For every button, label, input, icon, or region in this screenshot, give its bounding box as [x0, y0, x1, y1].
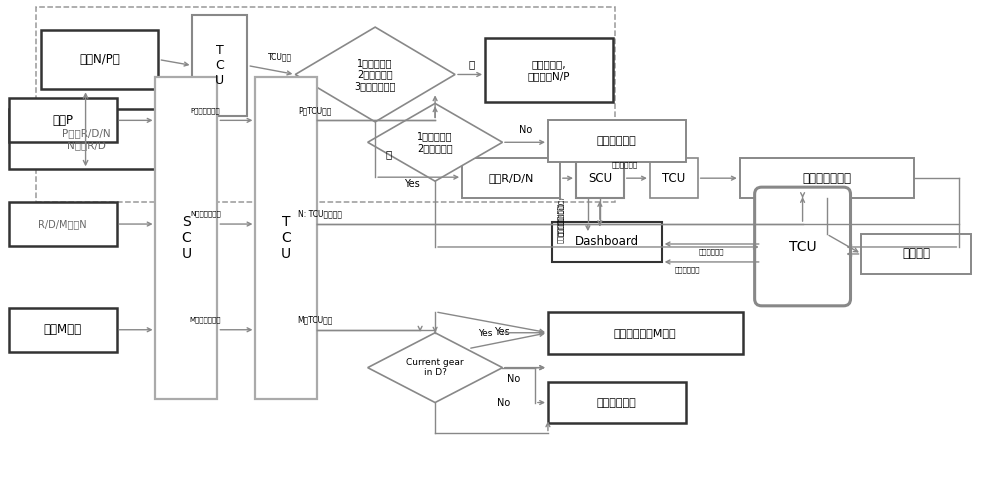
FancyBboxPatch shape [650, 158, 698, 198]
Text: R/D/M挂入N: R/D/M挂入N [38, 219, 87, 229]
Text: P挂入R/D/N
N挂入R/D: P挂入R/D/N N挂入R/D [62, 128, 110, 150]
Text: 变速器不响应: 变速器不响应 [597, 397, 637, 408]
Text: 锁止换挡器,
禁止挂出N/P: 锁止换挡器, 禁止挂出N/P [528, 59, 570, 81]
Polygon shape [295, 27, 455, 122]
Text: SCU: SCU [588, 172, 612, 185]
Text: TCU判断: TCU判断 [268, 52, 292, 61]
Text: N档位请求信号: N档位请求信号 [190, 211, 221, 217]
FancyBboxPatch shape [155, 77, 217, 398]
FancyBboxPatch shape [9, 98, 117, 142]
Text: 挂出N/P档: 挂出N/P档 [79, 53, 120, 66]
FancyBboxPatch shape [485, 38, 613, 103]
FancyBboxPatch shape [192, 15, 247, 116]
FancyBboxPatch shape [548, 312, 743, 354]
Text: 1、车速信号
2、制动信号
3、发动机转速: 1、车速信号 2、制动信号 3、发动机转速 [354, 58, 396, 91]
Text: P档位请求信号: P档位请求信号 [191, 107, 220, 114]
Text: 档位请求信号: 档位请求信号 [612, 161, 638, 167]
FancyBboxPatch shape [9, 109, 163, 169]
Text: 挂入R/D/N: 挂入R/D/N [488, 173, 534, 183]
Text: Yes: Yes [404, 179, 420, 189]
Polygon shape [368, 104, 502, 181]
FancyBboxPatch shape [552, 222, 662, 262]
Text: Yes: Yes [494, 327, 510, 337]
Text: No: No [519, 125, 533, 136]
Text: N: TCU不需判断: N: TCU不需判断 [298, 210, 342, 219]
Text: TCU: TCU [662, 172, 685, 185]
FancyBboxPatch shape [41, 30, 158, 90]
Text: 换挡完成: 换挡完成 [902, 247, 930, 260]
Text: S
C
U: S C U [181, 215, 191, 261]
Text: No: No [497, 397, 510, 408]
FancyBboxPatch shape [861, 234, 971, 274]
Text: 按下M按钮: 按下M按钮 [44, 323, 82, 336]
Text: Yes: Yes [478, 329, 492, 338]
FancyBboxPatch shape [548, 121, 686, 162]
Text: 挂入P: 挂入P [52, 114, 73, 127]
Text: Current gear
in D?: Current gear in D? [406, 358, 464, 378]
FancyBboxPatch shape [462, 158, 560, 198]
Text: T
C
U: T C U [215, 44, 224, 87]
Text: M：TCU判断: M：TCU判断 [298, 315, 333, 324]
Text: No: No [507, 374, 521, 384]
FancyBboxPatch shape [548, 381, 686, 424]
FancyBboxPatch shape [36, 7, 615, 202]
FancyBboxPatch shape [9, 202, 117, 246]
Text: 变速器不响应: 变速器不响应 [597, 136, 637, 146]
Text: P：TCU判断: P：TCU判断 [299, 106, 332, 115]
Text: M档位请求信号: M档位请求信号 [190, 317, 221, 323]
FancyBboxPatch shape [740, 158, 914, 198]
Text: 档位灯点亮信号(闪烁): 档位灯点亮信号(闪烁) [557, 201, 563, 242]
Text: 变速器切换到M模式: 变速器切换到M模式 [614, 328, 677, 338]
Text: TCU: TCU [789, 240, 816, 254]
Text: 是: 是 [385, 149, 391, 159]
Text: T
C
U: T C U [281, 215, 291, 261]
Text: 仪表档位信号: 仪表档位信号 [699, 249, 724, 255]
Text: 仪表档位信号: 仪表档位信号 [675, 267, 700, 273]
Text: 档位灯点亮信号(闪烁): 档位灯点亮信号(闪烁) [559, 196, 565, 236]
FancyBboxPatch shape [576, 158, 624, 198]
Text: Dashboard: Dashboard [575, 236, 639, 248]
FancyBboxPatch shape [9, 308, 117, 352]
Polygon shape [368, 333, 502, 403]
Text: 否: 否 [469, 60, 475, 70]
Text: 1、车速信号
2、制动信号: 1、车速信号 2、制动信号 [417, 132, 453, 153]
FancyBboxPatch shape [755, 187, 851, 306]
Text: 变速器执行换挡: 变速器执行换挡 [803, 172, 852, 185]
FancyBboxPatch shape [255, 77, 317, 398]
